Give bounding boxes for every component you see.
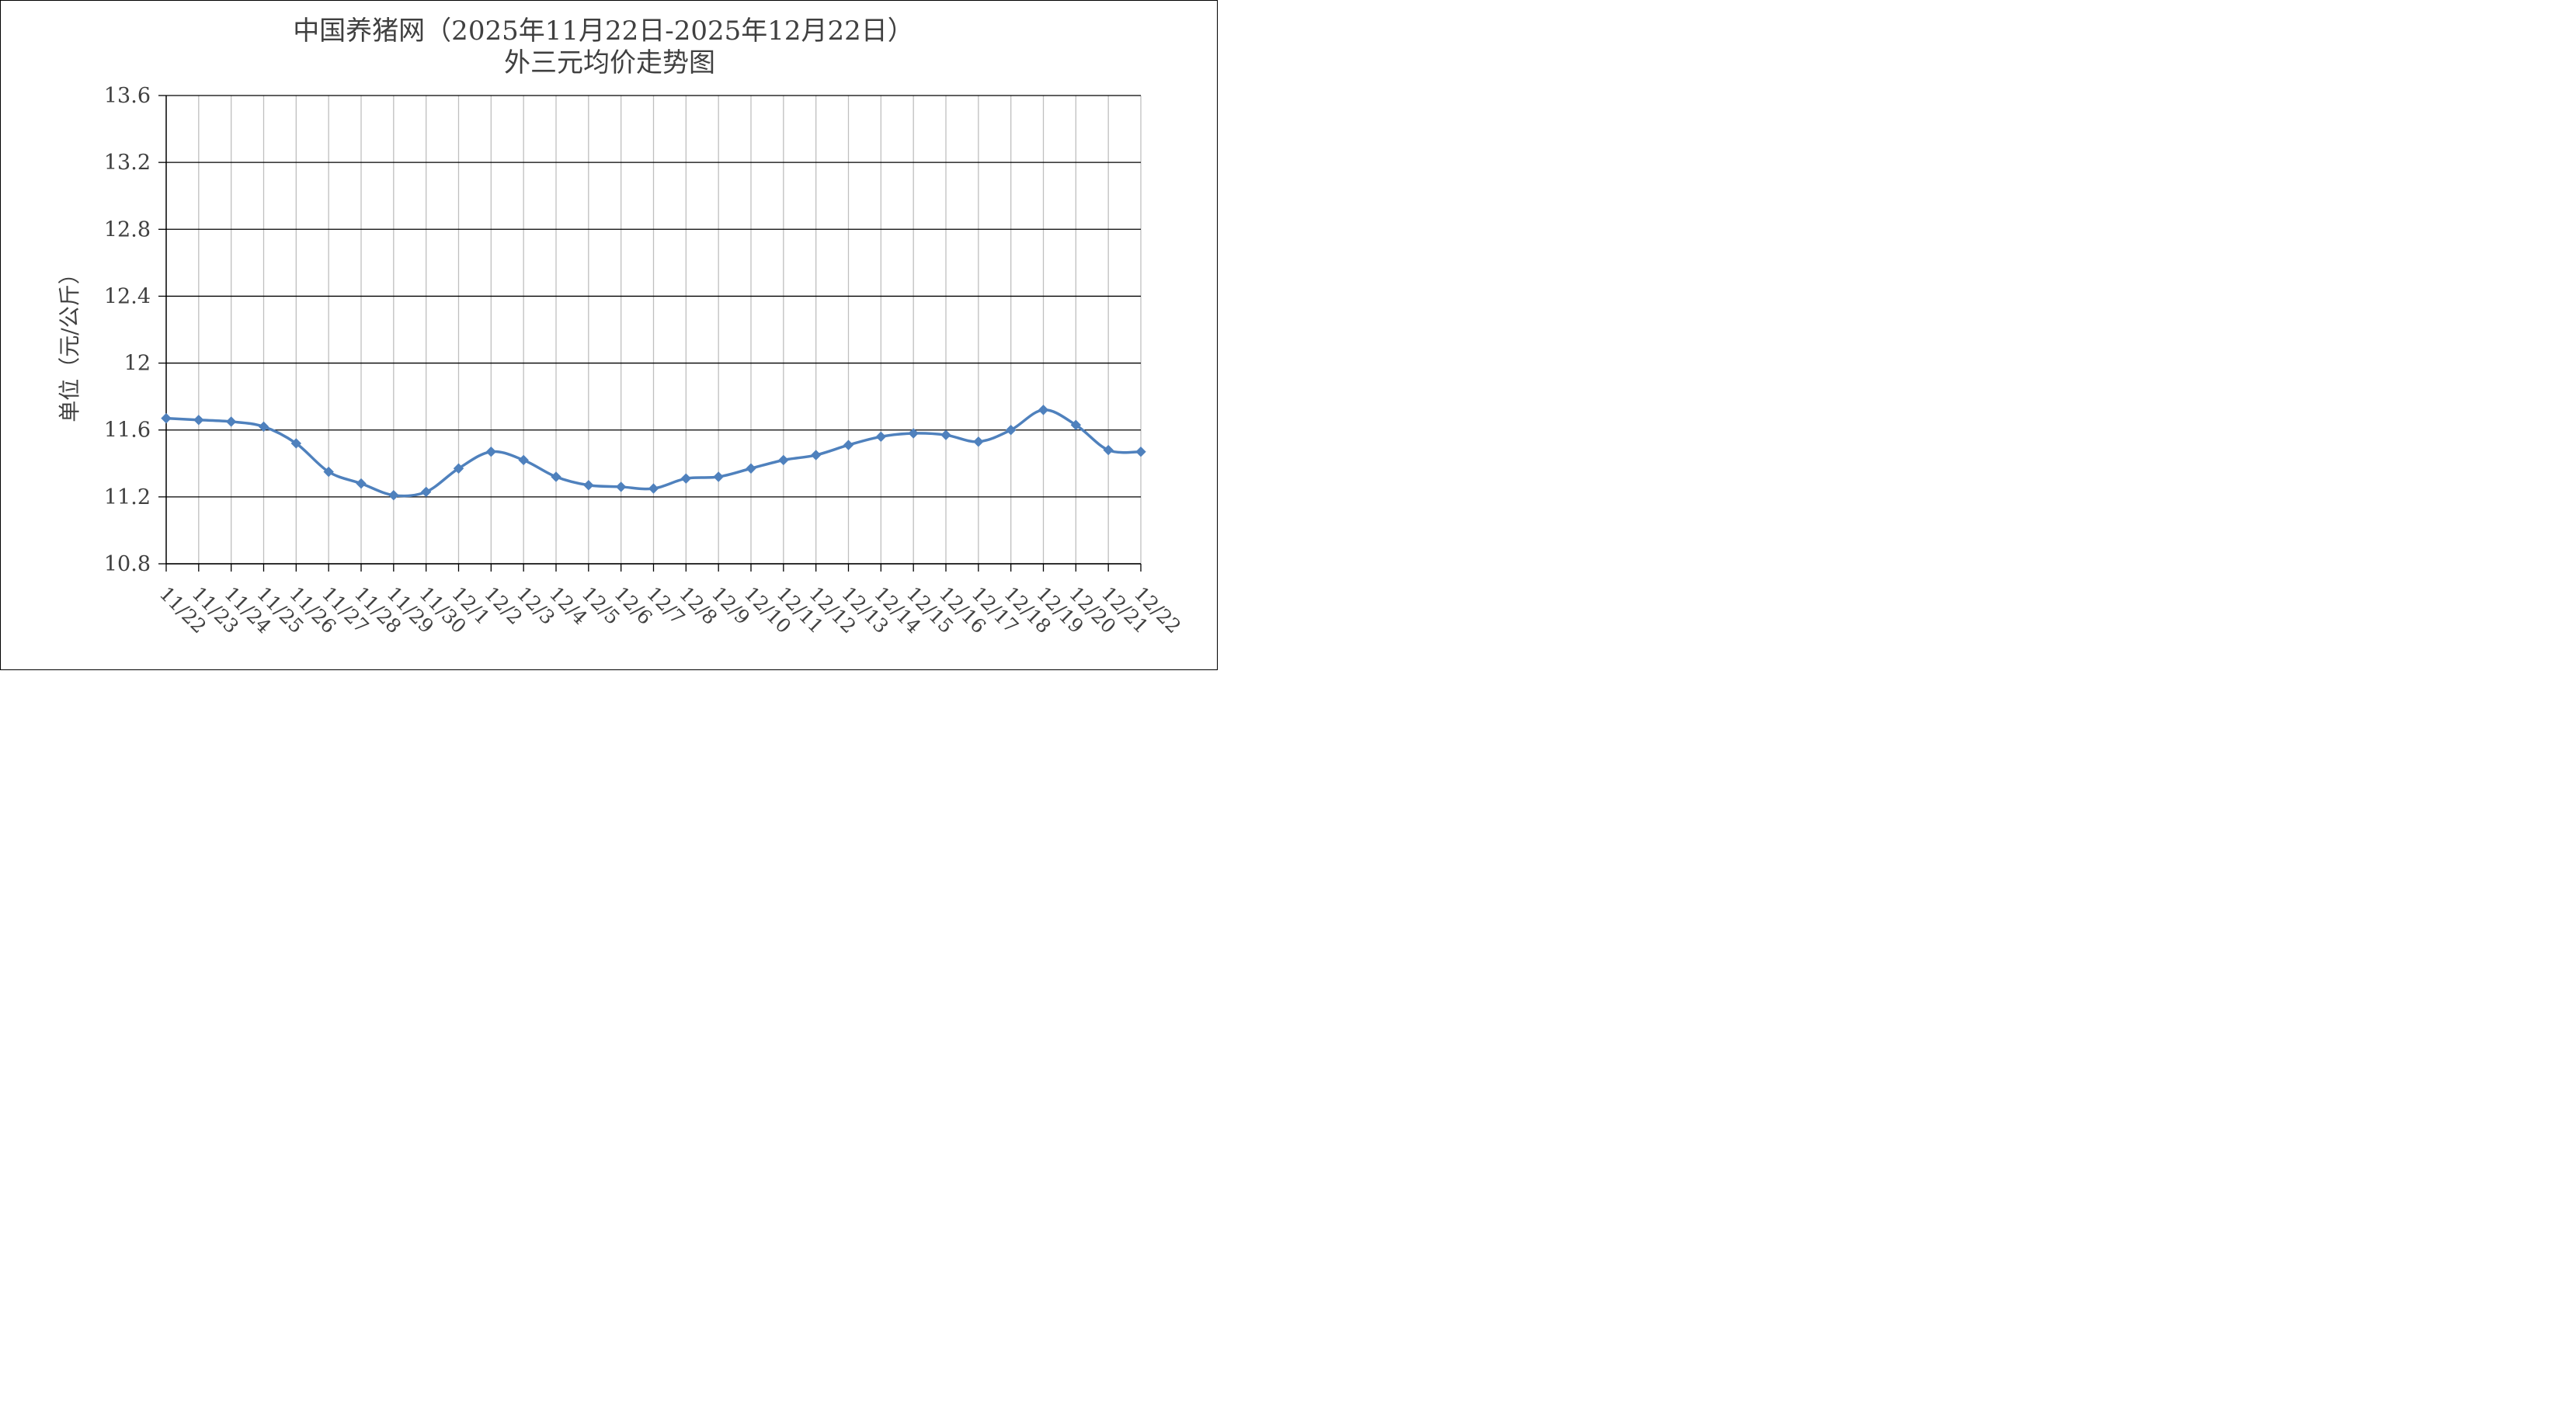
data-point-marker: [973, 436, 984, 447]
data-point-marker: [1070, 419, 1082, 430]
data-point-marker: [290, 438, 302, 449]
data-point-marker: [583, 480, 594, 491]
data-point-marker: [356, 478, 367, 489]
data-point-marker: [1103, 444, 1114, 456]
y-tick-label: 11.6: [104, 419, 151, 443]
data-point-marker: [388, 489, 399, 501]
x-tick-labels: 11/2211/2311/2411/2511/2611/2711/2811/29…: [155, 582, 1185, 638]
data-point-marker: [551, 471, 561, 482]
data-point-marker: [810, 450, 822, 461]
data-point-marker: [420, 486, 432, 498]
chart-subtitle: 外三元均价走势图: [504, 47, 715, 78]
data-point-marker: [1135, 447, 1146, 457]
data-point-marker: [1005, 425, 1017, 436]
axis-layer: [158, 95, 1142, 572]
y-tick-label: 13.6: [104, 84, 151, 108]
data-point-marker: [875, 431, 887, 443]
chart-title: 中国养猪网（2025年11月22日-2025年12月22日）: [293, 16, 914, 47]
series-layer: [161, 405, 1146, 501]
data-point-marker: [680, 473, 692, 484]
data-point-marker: [225, 416, 237, 427]
data-point-marker: [843, 440, 854, 450]
y-axis-label: 单位（元/公斤）: [57, 262, 82, 422]
data-point-marker: [940, 429, 951, 440]
data-point-marker: [518, 454, 529, 466]
data-point-marker: [713, 471, 724, 482]
data-point-marker: [453, 463, 464, 474]
data-point-marker: [193, 415, 204, 426]
line-chart: 中国养猪网（2025年11月22日-2025年12月22日） 外三元均价走势图 …: [57, 16, 1185, 638]
chart-frame: 中国养猪网（2025年11月22日-2025年12月22日） 外三元均价走势图 …: [0, 0, 1218, 670]
data-point-marker: [258, 421, 269, 433]
data-point-marker: [746, 463, 756, 474]
data-point-marker: [323, 466, 334, 478]
data-point-marker: [908, 428, 919, 439]
y-tick-label: 11.2: [104, 485, 151, 509]
data-point-marker: [161, 412, 172, 424]
y-tick-label: 12: [124, 352, 151, 376]
y-tick-labels: 10.8 11.2 11.6 12 12.4 12.8 13.2 13.6: [104, 84, 151, 576]
y-tick-label: 10.8: [104, 552, 151, 576]
y-tick-label: 12.8: [104, 217, 151, 242]
data-point-marker: [1038, 405, 1049, 415]
data-point-marker: [778, 454, 789, 466]
data-point-marker: [485, 447, 497, 457]
y-tick-label: 13.2: [104, 151, 151, 175]
data-point-marker: [615, 481, 627, 492]
y-tick-label: 12.4: [104, 284, 151, 308]
data-point-marker: [648, 483, 659, 494]
